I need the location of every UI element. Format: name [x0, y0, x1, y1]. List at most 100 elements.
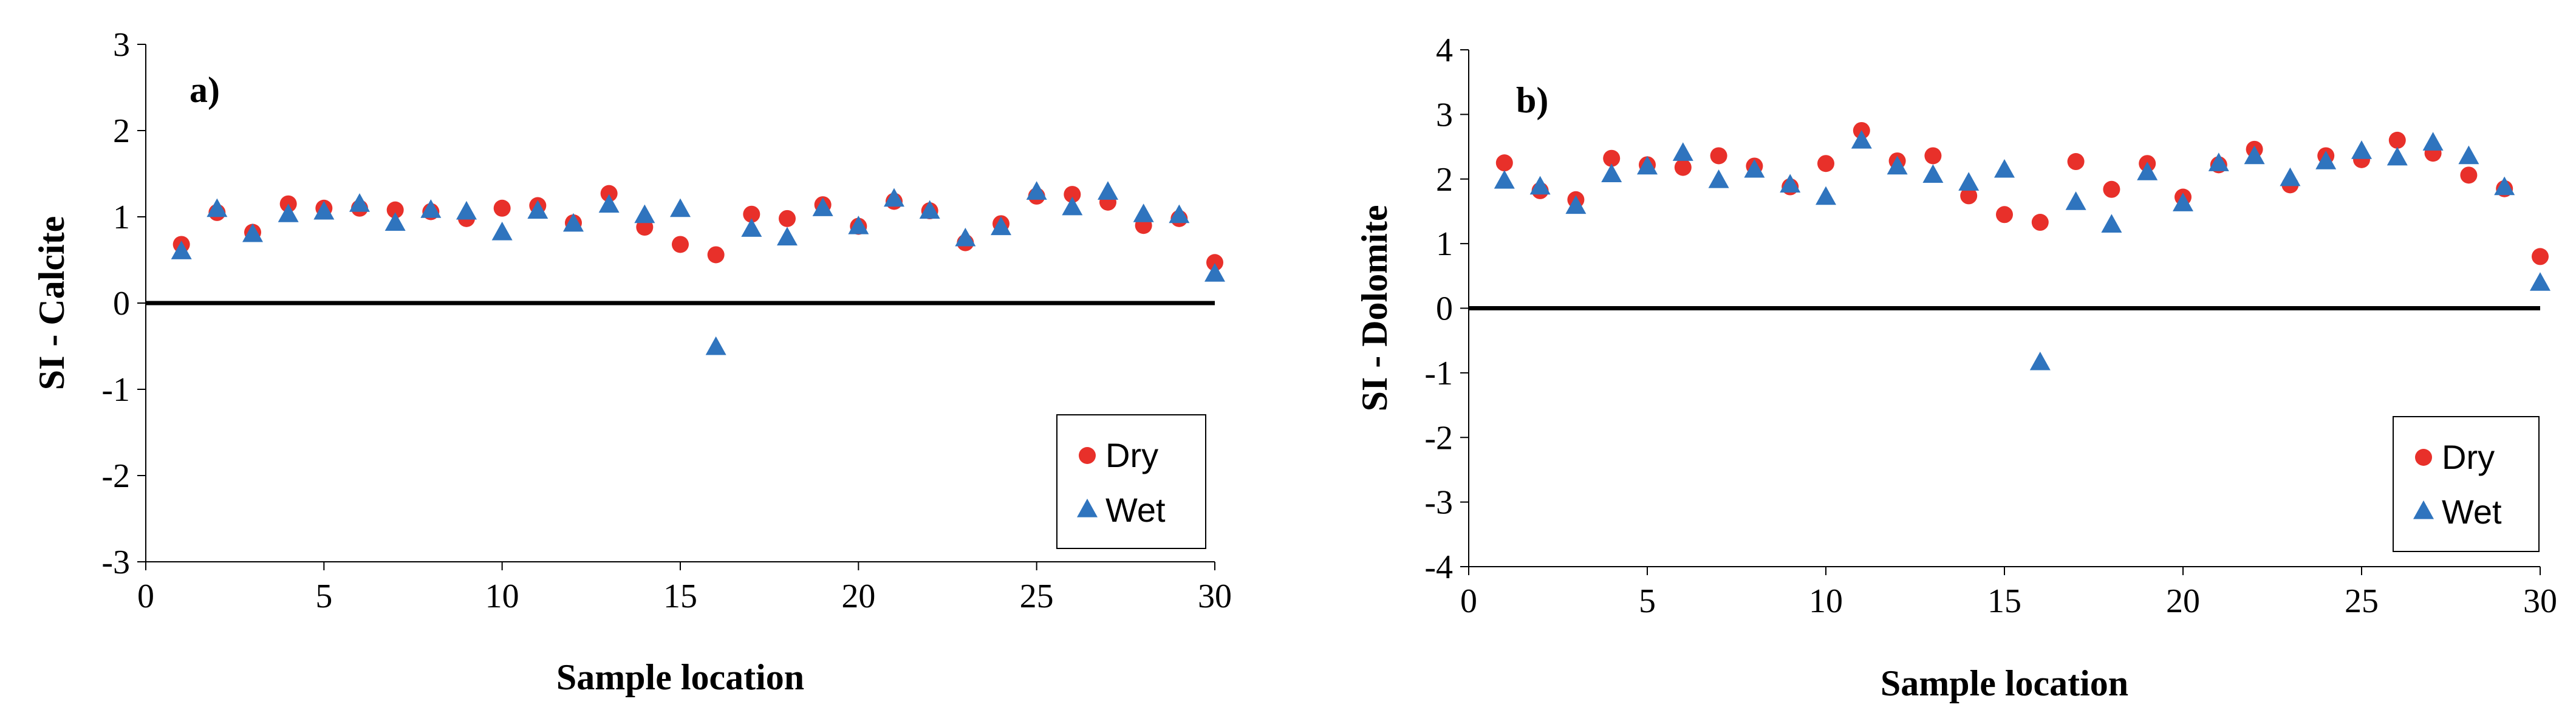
legend-dry-marker: [1079, 447, 1096, 464]
wet-point: [777, 227, 798, 246]
wet-point: [1494, 170, 1515, 189]
dry-point: [2031, 214, 2049, 231]
x-tick-label: 15: [663, 578, 697, 615]
dry-point: [2460, 166, 2478, 184]
y-tick-label: 3: [113, 26, 130, 64]
x-tick-label: 5: [1639, 582, 1656, 620]
dry-point: [493, 199, 511, 217]
wet-point: [456, 200, 477, 220]
dry-point: [672, 236, 689, 253]
wet-point: [2173, 193, 2193, 211]
wet-point: [527, 200, 548, 219]
x-tick-label: 30: [2523, 582, 2557, 620]
dry-point: [1064, 186, 1081, 203]
dry-point: [1206, 254, 1223, 271]
legend-wet-label: Wet: [1105, 491, 1166, 529]
y-tick-label: -3: [101, 544, 130, 581]
y-tick-label: -2: [101, 457, 130, 495]
wet-point: [2208, 152, 2229, 171]
dry-point: [707, 246, 725, 264]
x-tick-label: 30: [1198, 578, 1232, 615]
x-tick-label: 10: [485, 578, 519, 615]
wet-point: [2458, 145, 2479, 165]
dry-point: [1603, 149, 1621, 167]
data-points: [1494, 121, 2550, 370]
wet-point: [1780, 174, 1801, 193]
legend-wet-marker: [1077, 499, 1098, 517]
legend-box: [1056, 414, 1206, 549]
dry-point: [779, 210, 796, 227]
wet-point: [384, 212, 406, 231]
wet-point: [2244, 145, 2265, 165]
y-tick-label: -1: [101, 371, 130, 409]
legend-wet-marker: [2413, 500, 2434, 519]
wet-point: [1637, 155, 1658, 175]
y-tick-labels: -3 -2 -1 0 1 2 3: [101, 26, 146, 581]
wet-point: [2530, 272, 2550, 291]
data-points: [171, 181, 1225, 355]
wet-point: [634, 204, 655, 224]
x-tick-label: 10: [1809, 582, 1843, 620]
x-axis-title: Sample location: [556, 657, 804, 697]
wet-point: [670, 198, 691, 217]
wet-point: [1601, 163, 1622, 182]
wet-point: [1958, 172, 1980, 191]
wet-point: [955, 227, 976, 247]
legend-dry-label: Dry: [2442, 438, 2495, 476]
x-tick-label: 0: [137, 578, 154, 615]
dry-point: [1710, 147, 1727, 165]
panel-label: b): [1516, 80, 1548, 120]
wet-point: [2422, 132, 2444, 151]
wet-point: [884, 188, 904, 207]
x-tick-label: 15: [1987, 582, 2021, 620]
x-tick-label: 5: [315, 578, 332, 615]
legend-dry-label: Dry: [1105, 436, 1158, 474]
wet-point: [2494, 176, 2515, 196]
dry-point: [1495, 154, 1513, 172]
y-tick-label: 1: [113, 199, 130, 236]
wet-point: [2280, 167, 2301, 186]
panel-a-calcite: -3 -2 -1 0 1 2 3 0 5 10 15 20 25 30 a) Sample locati…: [32, 26, 1232, 697]
wet-point: [1529, 176, 1551, 195]
wet-point: [2101, 214, 2122, 233]
wet-point: [848, 216, 869, 234]
x-tick-label: 25: [2345, 582, 2379, 620]
dry-point: [1924, 147, 1942, 165]
wet-point: [1672, 142, 1693, 161]
wet-point: [1565, 195, 1587, 214]
x-tick-labels: 0 5 10 15 20 25 30: [137, 562, 1232, 615]
dry-point: [600, 185, 618, 202]
dry-point: [386, 201, 404, 219]
wet-point: [420, 199, 442, 218]
legend-dry-marker: [2415, 449, 2432, 466]
y-tick-label: 3: [1436, 96, 1453, 134]
wet-point: [349, 193, 370, 212]
wet-point: [171, 241, 192, 259]
wet-point: [278, 203, 299, 222]
wet-point: [1204, 263, 1225, 282]
y-tick-labels: -4 -3 -2 -1 0 1 2 3 4: [1424, 32, 1469, 586]
y-tick-label: -4: [1424, 548, 1453, 586]
wet-point: [2029, 351, 2051, 370]
x-tick-label: 25: [1020, 578, 1054, 615]
wet-point: [563, 213, 584, 232]
dry-point: [2388, 131, 2406, 149]
y-axis-title: SI - Dolomite: [1355, 205, 1395, 412]
panel-label: a): [190, 70, 220, 110]
y-tick-label: 1: [1436, 225, 1453, 263]
dry-point: [1817, 155, 1834, 172]
wet-point: [991, 216, 1011, 236]
wet-point: [2315, 151, 2337, 169]
x-tick-label: 0: [1460, 582, 1477, 620]
wet-point: [207, 198, 228, 217]
y-tick-label: 2: [1436, 161, 1453, 199]
wet-point: [1994, 159, 2015, 178]
wet-point: [1887, 155, 1908, 175]
dry-point: [1960, 187, 1978, 205]
y-tick-label: 0: [113, 285, 130, 323]
wet-point: [2065, 191, 2086, 210]
wet-point: [598, 194, 620, 213]
wet-point: [1026, 181, 1047, 200]
wet-point: [1851, 130, 1872, 149]
